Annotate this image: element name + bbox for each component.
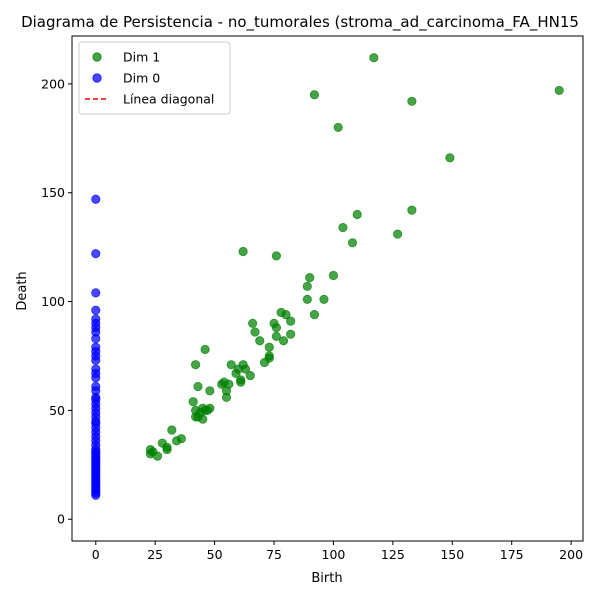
data-point	[205, 386, 215, 396]
data-point	[302, 281, 312, 291]
data-point	[264, 342, 274, 352]
x-tick-label: 75	[266, 547, 282, 562]
x-tick-label: 200	[559, 547, 583, 562]
y-tick-label: 200	[41, 76, 65, 91]
series-1	[145, 53, 564, 461]
data-point	[278, 336, 289, 346]
data-point	[319, 294, 329, 304]
data-point	[91, 355, 101, 365]
data-point	[221, 392, 232, 402]
legend: Dim 1 Dim 0 Línea diagonal	[78, 41, 231, 115]
data-point	[198, 414, 208, 424]
data-point	[245, 370, 255, 381]
legend-marker	[92, 52, 102, 62]
data-point	[286, 316, 296, 326]
data-point	[240, 364, 251, 374]
data-point	[236, 375, 246, 385]
data-point	[333, 122, 343, 133]
data-point	[352, 209, 362, 220]
y-tick-label: 150	[41, 185, 65, 200]
y-tick-label: 0	[57, 512, 65, 527]
data-point	[255, 336, 265, 346]
x-tick-label: 0	[92, 547, 100, 562]
data-point	[407, 205, 417, 215]
x-tick-label: 150	[440, 547, 464, 562]
x-tick-label: 175	[500, 547, 524, 562]
data-point	[328, 270, 339, 281]
data-point	[407, 96, 417, 106]
data-point	[347, 238, 358, 248]
legend-label: Dim 0	[123, 71, 160, 86]
x-tick-label: 100	[322, 547, 346, 562]
legend-label: Línea diagonal	[123, 92, 214, 107]
data-point	[193, 381, 203, 392]
legend-marker	[92, 73, 102, 83]
legend-label: Dim 1	[123, 50, 160, 65]
data-point	[91, 373, 101, 383]
data-point	[286, 329, 296, 339]
data-point	[248, 318, 258, 328]
data-point	[281, 310, 291, 320]
data-point	[91, 288, 101, 298]
data-point	[250, 327, 260, 337]
x-tick-label: 25	[147, 547, 163, 562]
data-point	[167, 425, 177, 435]
data-point	[271, 251, 281, 261]
legend-box	[78, 41, 231, 115]
data-point	[309, 90, 320, 100]
x-axis-label: Birth	[311, 571, 342, 586]
y-axis: 0 50 100 150 200	[41, 76, 72, 527]
data-point	[445, 153, 455, 163]
data-point	[91, 249, 101, 259]
data-point	[309, 310, 320, 320]
data-point	[369, 53, 379, 63]
data-point	[226, 360, 236, 370]
data-point	[91, 194, 101, 204]
x-axis: 0 25 50 75 100 125 150 175 200	[92, 541, 583, 562]
y-tick-label: 50	[49, 403, 65, 418]
plot-frame	[71, 35, 584, 542]
y-axis-label: Death	[15, 271, 30, 310]
data-point	[91, 490, 101, 500]
data-point	[91, 333, 101, 344]
y-tick-label: 100	[41, 294, 65, 309]
data-point	[200, 344, 210, 355]
data-point	[264, 351, 274, 361]
chart-title: Diagrama de Persistencia - no_tumorales …	[21, 13, 579, 32]
data-point	[393, 229, 403, 239]
data-point	[91, 305, 101, 315]
data-point	[188, 397, 198, 407]
data-point	[176, 434, 186, 444]
data-point	[554, 85, 564, 96]
data-point	[302, 294, 312, 304]
data-point	[162, 442, 172, 452]
series-2	[91, 194, 101, 500]
data-point	[205, 403, 215, 413]
x-tick-label: 50	[207, 547, 223, 562]
data-point	[152, 451, 163, 461]
data-point	[238, 246, 248, 257]
data-point	[190, 360, 201, 370]
data-point	[338, 222, 348, 233]
data-point	[224, 379, 234, 389]
data-point	[271, 323, 281, 333]
plot-area	[71, 35, 584, 542]
data-point	[305, 273, 315, 283]
x-tick-label: 125	[381, 547, 405, 562]
